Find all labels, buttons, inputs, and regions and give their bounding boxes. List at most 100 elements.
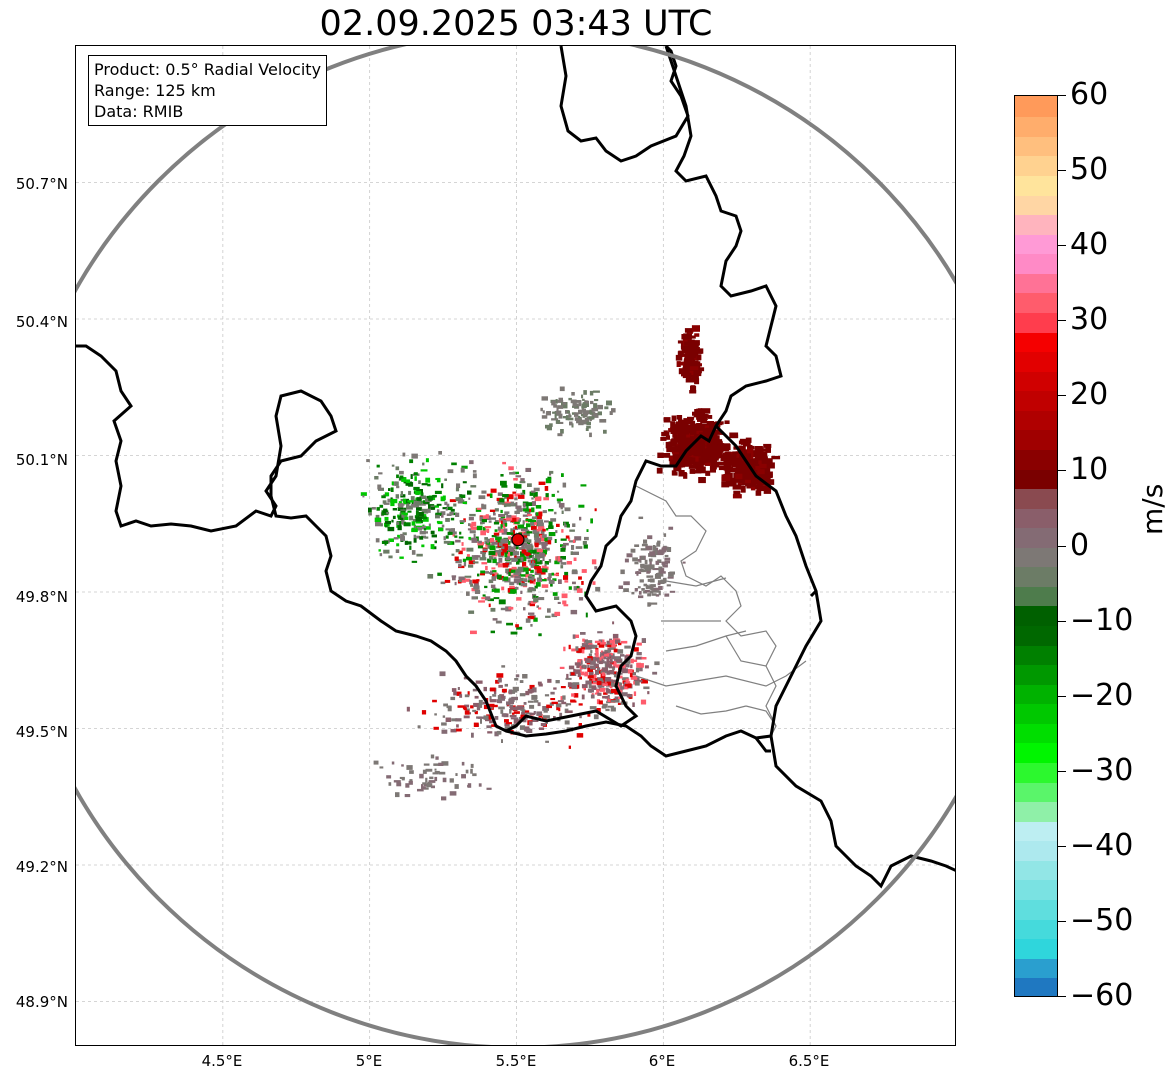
echo-pixel xyxy=(523,502,526,508)
echo-pixel xyxy=(444,478,447,481)
echo-pixel xyxy=(549,702,554,706)
echo-pixel xyxy=(504,719,509,723)
echo-pixel xyxy=(491,535,498,538)
echo-pixel xyxy=(466,547,474,552)
storm-echo-pixel xyxy=(709,457,715,461)
echo-pixel xyxy=(418,511,424,517)
echo-pixel xyxy=(515,502,518,507)
echo-pixel xyxy=(480,530,486,536)
echo-pixel xyxy=(561,529,564,533)
echo-pixel xyxy=(428,495,434,500)
storm-echo-pixel xyxy=(752,477,759,482)
radar-map[interactable] xyxy=(75,45,956,1046)
echo-pixel xyxy=(447,506,453,511)
echo-pixel xyxy=(570,609,578,615)
echo-pixel xyxy=(510,501,515,506)
echo-pixel xyxy=(642,569,646,573)
storm-echo-pixel xyxy=(709,465,716,473)
echo-pixel xyxy=(558,579,562,584)
echo-pixel xyxy=(492,570,497,573)
storm-echo-pixel xyxy=(691,423,699,429)
echo-pixel xyxy=(531,507,535,513)
echo-pixel xyxy=(649,587,654,590)
storm-echo-pixel xyxy=(727,460,736,464)
echo-pixel xyxy=(441,722,447,726)
echo-pixel xyxy=(442,715,446,718)
echo-pixel xyxy=(569,540,576,543)
echo-pixel xyxy=(612,621,615,625)
echo-pixel xyxy=(512,686,519,692)
echo-pixel xyxy=(375,514,380,518)
echo-pixel xyxy=(498,706,505,710)
echo-pixel xyxy=(527,615,535,620)
storm-echo-pixel xyxy=(687,418,694,423)
echo-pixel xyxy=(624,558,629,563)
colorbar-tick-mark xyxy=(1058,245,1066,247)
echo-pixel xyxy=(618,585,623,589)
echo-pixel xyxy=(454,535,458,538)
lon-tick-label: 5°E xyxy=(355,1052,383,1070)
echo-pixel xyxy=(519,725,526,730)
storm-echo-pixel xyxy=(690,446,697,451)
echo-pixel xyxy=(517,705,524,710)
echo-pixel xyxy=(581,649,585,654)
storm-echo-pixel xyxy=(694,348,704,354)
storm-echo-pixel xyxy=(702,434,711,441)
echo-pixel xyxy=(653,590,660,593)
storm-echo-pixel xyxy=(701,408,711,414)
echo-pixel xyxy=(604,677,612,682)
echo-pixel xyxy=(519,693,526,697)
echo-pixel xyxy=(383,508,388,514)
echo-pixel xyxy=(598,639,604,643)
echo-pixel xyxy=(591,660,596,665)
storm-echo-pixel xyxy=(754,484,763,490)
echo-pixel xyxy=(570,551,573,555)
echo-pixel xyxy=(406,503,410,508)
echo-pixel xyxy=(572,403,578,407)
echo-pixel xyxy=(522,514,529,517)
echo-pixel xyxy=(514,493,521,497)
echo-pixel xyxy=(557,433,563,437)
echo-pixel xyxy=(520,590,523,594)
echo-pixel xyxy=(505,557,510,561)
echo-pixel xyxy=(500,480,507,486)
storm-echo-pixel xyxy=(726,443,731,451)
storm-echo-pixel xyxy=(689,361,694,365)
storm-echo-pixel xyxy=(761,456,767,462)
echo-pixel xyxy=(533,700,539,703)
radar-site-marker[interactable] xyxy=(511,533,525,547)
echo-pixel xyxy=(532,529,540,534)
echo-pixel xyxy=(447,706,452,712)
echo-pixel xyxy=(650,554,657,558)
echo-pixel xyxy=(470,526,478,530)
echo-pixel xyxy=(429,776,434,780)
echo-pixel xyxy=(402,532,407,536)
echo-pixel xyxy=(456,691,462,696)
echo-pixel xyxy=(581,646,586,650)
colorbar-segment xyxy=(1015,115,1057,137)
echo-pixel xyxy=(517,524,525,529)
echo-pixel xyxy=(501,538,509,544)
echo-pixel xyxy=(593,656,597,661)
echo-pixel xyxy=(413,524,416,529)
echo-pixel xyxy=(410,474,413,479)
storm-echo-pixel xyxy=(733,490,741,497)
echo-pixel xyxy=(443,540,451,544)
echo-pixel xyxy=(480,521,485,525)
echo-pixel xyxy=(565,535,570,539)
echo-pixel xyxy=(498,599,506,605)
echo-pixel xyxy=(502,562,510,565)
echo-pixel xyxy=(545,740,549,743)
echo-pixel xyxy=(523,533,530,537)
colorbar-tick-mark xyxy=(1058,695,1066,697)
echo-pixel xyxy=(455,549,460,553)
echo-pixel xyxy=(667,576,674,579)
echo-pixel xyxy=(409,459,414,464)
echo-pixel xyxy=(405,783,410,788)
colorbar-segment xyxy=(1015,389,1057,411)
storm-echo-pixel xyxy=(700,412,706,420)
echo-pixel xyxy=(515,484,522,489)
echo-pixel xyxy=(514,525,517,529)
echo-pixel xyxy=(613,648,618,653)
echo-pixel xyxy=(490,630,495,634)
